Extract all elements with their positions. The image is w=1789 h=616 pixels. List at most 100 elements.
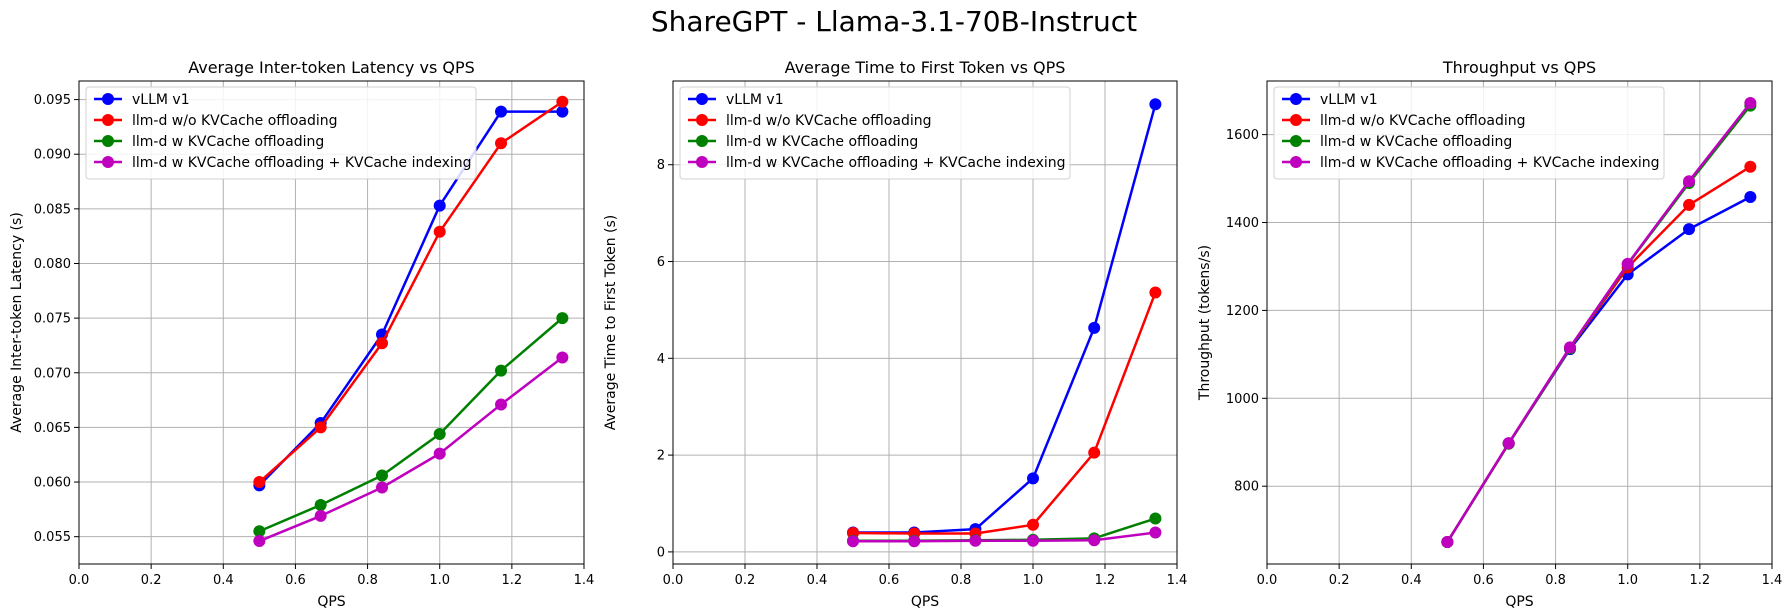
data-point [556, 351, 569, 364]
series-line [1446, 102, 1752, 543]
data-point [1502, 437, 1515, 450]
panel-title: Average Inter-token Latency vs QPS [188, 58, 475, 77]
legend-marker [696, 114, 708, 126]
data-point [314, 421, 327, 434]
series-line [853, 531, 1156, 543]
data-point [376, 481, 388, 494]
y-tick-label: 0.080 [34, 257, 71, 272]
data-point [253, 476, 266, 489]
data-point [847, 535, 859, 548]
axes-frame [672, 80, 1178, 565]
data-point [314, 509, 327, 522]
x-tick-label: 0.2 [735, 573, 756, 588]
chart-panel-2: 0.0 0.2 0.4 0.6 0.8 1.0 1.2 1.4 0 2 4 6 8 Average Tim… [603, 58, 1187, 610]
y-tick-label: 0.060 [34, 476, 71, 491]
x-axis-label: QPS [1505, 594, 1533, 610]
y-tick-label: 0.065 [34, 421, 71, 436]
data-point [495, 398, 508, 411]
y-tick-label: 0.095 [34, 93, 71, 108]
y-tick-label: 800 [1234, 480, 1259, 495]
x-tick-label: 1.2 [502, 573, 523, 588]
data-point [1683, 198, 1696, 211]
x-tick-label: 0.8 [357, 573, 378, 588]
x-tick-label: 1.0 [1023, 573, 1044, 588]
legend-marker [696, 156, 708, 168]
data-point [495, 364, 508, 377]
data-point [253, 525, 266, 538]
x-tick-label: 0.4 [213, 573, 234, 588]
y-tick-label: 4 [657, 352, 665, 367]
data-point [376, 337, 388, 350]
x-tick-label: 0.4 [807, 573, 828, 588]
legend-label: llm-d w KVCache offloading + KVCache ind… [1320, 155, 1660, 171]
y-tick-label: 0.055 [34, 530, 71, 545]
x-axis-label: QPS [317, 594, 345, 610]
data-point [1564, 341, 1576, 354]
legend-marker [102, 93, 114, 105]
y-axis-label: Throughput (tokens/s) [1197, 245, 1213, 401]
y-tick-label: 0.070 [34, 366, 71, 381]
y-tick-label: 0.075 [34, 312, 71, 327]
x-tick-label: 0.0 [663, 573, 684, 588]
data-point [1027, 472, 1039, 485]
y-tick-label: 8 [657, 158, 665, 173]
data-point [1744, 191, 1757, 204]
y-tick-label: 1200 [1226, 304, 1259, 319]
x-tick-label: 1.2 [1690, 573, 1711, 588]
legend: vLLM v1 llm-d w/o KVCache offloading llm-d… [85, 86, 477, 180]
legend-label: llm-d w KVCache offloading [726, 134, 918, 150]
panel-title: Throughput vs QPS [1442, 58, 1596, 77]
y-tick-label: 1400 [1226, 216, 1259, 231]
legend: vLLM v1 llm-d w/o KVCache offloading llm-d… [1273, 86, 1665, 180]
data-point [1744, 160, 1757, 173]
x-tick-label: 1.4 [1762, 573, 1783, 588]
legend-box [679, 86, 1071, 180]
series-4 [253, 351, 569, 548]
y-tick-label: 1600 [1226, 128, 1259, 143]
x-tick-label: 0.8 [1545, 573, 1566, 588]
series-2 [253, 95, 569, 489]
chart-panel-1: 0.0 0.2 0.4 0.6 0.8 1.0 1.2 1.4 0.055 0.060 0.065 0… [9, 58, 594, 610]
data-point [433, 199, 446, 212]
legend-marker [102, 135, 114, 147]
series-4 [847, 526, 1162, 548]
legend-label: llm-d w/o KVCache offloading [132, 113, 338, 129]
y-tick-label: 6 [657, 255, 665, 270]
series-line [258, 356, 564, 543]
data-point [253, 535, 266, 548]
series-line [852, 292, 1157, 535]
legend-marker [1290, 135, 1302, 147]
series-4 [1441, 96, 1757, 549]
data-point [1683, 223, 1696, 236]
data-point [556, 105, 569, 118]
y-tick-label: 0 [657, 545, 665, 560]
axes-frame [78, 80, 585, 565]
data-point [556, 95, 569, 108]
series-line [258, 100, 564, 483]
legend-box [1273, 86, 1665, 180]
legend-label: llm-d w KVCache offloading + KVCache ind… [726, 155, 1066, 171]
legend-label: llm-d w KVCache offloading + KVCache ind… [132, 155, 472, 171]
x-tick-label: 1.4 [574, 573, 595, 588]
legend-label: vLLM v1 [726, 92, 784, 108]
series-line [258, 110, 563, 487]
legend-marker [102, 114, 114, 126]
data-point [1088, 534, 1101, 547]
x-tick-label: 1.2 [1095, 573, 1116, 588]
data-point [376, 469, 388, 482]
legend-marker [1290, 156, 1302, 168]
axes-frame [1266, 80, 1773, 565]
data-point [1149, 512, 1162, 525]
legend-box [85, 86, 477, 180]
y-tick-label: 0.090 [34, 148, 71, 163]
chart-panel-3: 0.0 0.2 0.4 0.6 0.8 1.0 1.2 1.4 800 1000 1200 1400 1… [1197, 58, 1782, 610]
legend-label: llm-d w/o KVCache offloading [726, 113, 932, 129]
data-point [433, 427, 446, 440]
x-tick-label: 0.2 [141, 573, 162, 588]
series-3 [253, 312, 569, 538]
legend-label: vLLM v1 [132, 92, 190, 108]
legend-marker [696, 135, 708, 147]
data-point [1621, 257, 1634, 270]
legend: vLLM v1 llm-d w/o KVCache offloading llm-d… [679, 86, 1071, 180]
